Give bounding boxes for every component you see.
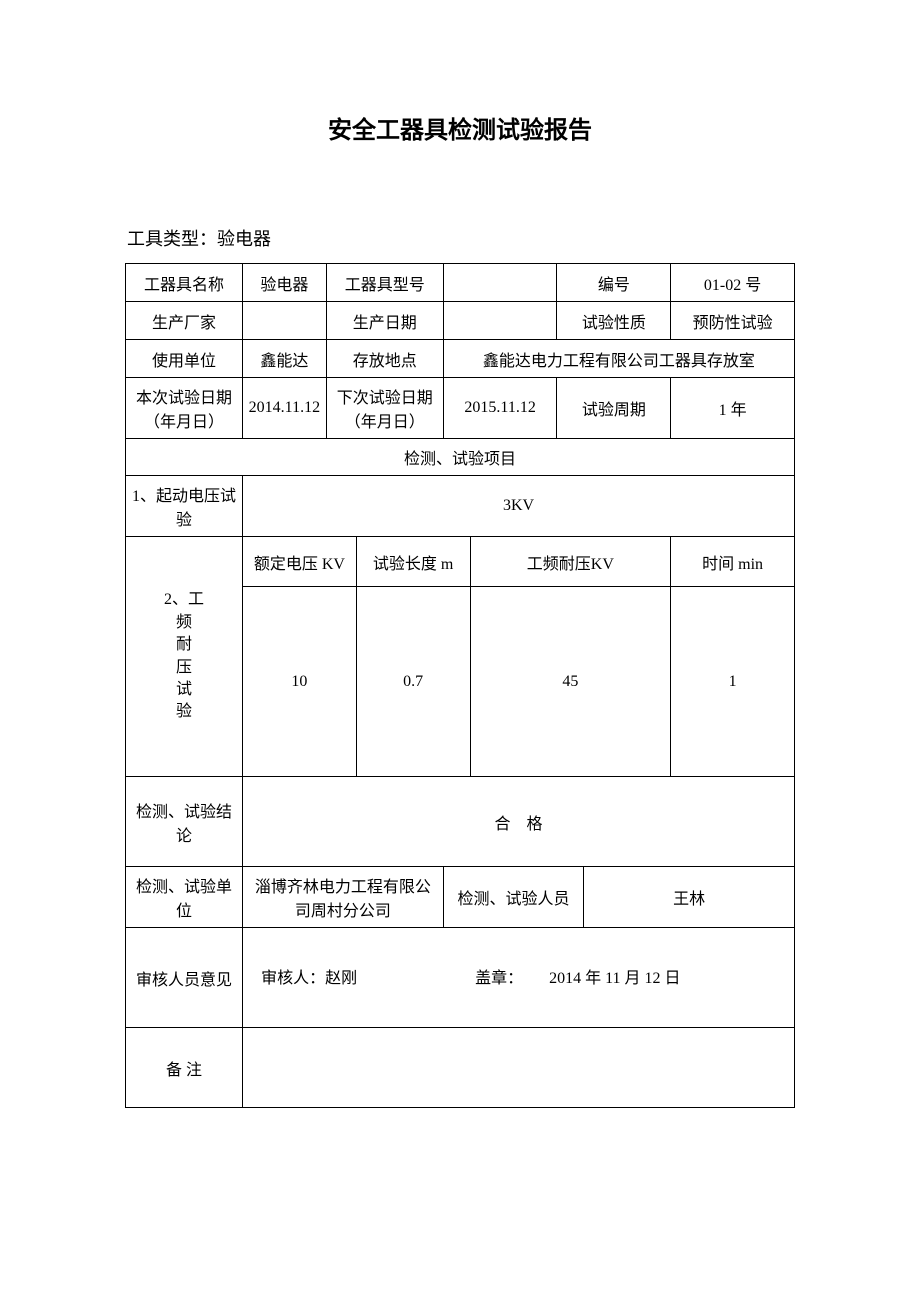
value-next-date: 2015.11.12 (443, 378, 557, 439)
value-test-person: 王林 (584, 867, 795, 928)
test2-header-col3: 工频耐压KV (470, 537, 671, 587)
value-tool-model (443, 264, 557, 302)
test2-header-col1: 额定电压 KV (243, 537, 357, 587)
report-title: 安全工器具检测试验报告 (125, 110, 795, 145)
label-tool-no: 编号 (557, 264, 671, 302)
value-user-unit: 鑫能达 (243, 340, 327, 378)
table-row: 检测、试验单位 淄博齐林电力工程有限公司周村分公司 检测、试验人员 王林 (126, 867, 795, 928)
tool-type-subtitle: 工具类型：验电器 (125, 225, 795, 251)
label-test-unit: 检测、试验单位 (126, 867, 243, 928)
value-cycle: 1 年 (671, 378, 795, 439)
test2-header-col2: 试验长度 m (356, 537, 470, 587)
table-row: 审核人员意见 审核人：赵刚 盖章： 2014 年 11 月 12 日 (126, 928, 795, 1028)
label-remarks: 备 注 (126, 1028, 243, 1108)
test2-header-col4: 时间 min (671, 537, 795, 587)
table-row: 工器具名称 验电器 工器具型号 编号 01-02 号 (126, 264, 795, 302)
value-tool-name: 验电器 (243, 264, 327, 302)
value-conclusion: 合 格 (243, 777, 795, 867)
reviewer-date: 2014 年 11 月 12 日 (549, 970, 680, 987)
label-reviewer: 审核人员意见 (126, 928, 243, 1028)
label-cycle: 试验周期 (557, 378, 671, 439)
table-row: 生产厂家 生产日期 试验性质 预防性试验 (126, 302, 795, 340)
seal-label: 盖章： (475, 970, 523, 987)
value-manufacturer (243, 302, 327, 340)
value-location: 鑫能达电力工程有限公司工器具存放室 (443, 340, 794, 378)
value-reviewer: 审核人：赵刚 盖章： 2014 年 11 月 12 日 (243, 928, 795, 1028)
reviewer-label-text: 审核人： (261, 970, 325, 987)
label-conclusion: 检测、试验结论 (126, 777, 243, 867)
value-prod-date (443, 302, 557, 340)
table-row: 检测、试验结论 合 格 (126, 777, 795, 867)
value-test-unit: 淄博齐林电力工程有限公司周村分公司 (243, 867, 444, 928)
test2-value-col1: 10 (243, 587, 357, 777)
label-test1: 1、起动电压试验 (126, 476, 243, 537)
table-row: 1、起动电压试验 3KV (126, 476, 795, 537)
label-test-nature: 试验性质 (557, 302, 671, 340)
label-test2: 2、工 频 耐 压 试 验 (126, 537, 243, 777)
value-tool-no: 01-02 号 (671, 264, 795, 302)
label-tool-name: 工器具名称 (126, 264, 243, 302)
value-test1: 3KV (243, 476, 795, 537)
label-prod-date: 生产日期 (326, 302, 443, 340)
value-this-date: 2014.11.12 (243, 378, 327, 439)
label-tool-model: 工器具型号 (326, 264, 443, 302)
test2-value-col2: 0.7 (356, 587, 470, 777)
value-test-nature: 预防性试验 (671, 302, 795, 340)
label-location: 存放地点 (326, 340, 443, 378)
section-header-test-items: 检测、试验项目 (126, 439, 795, 476)
label-manufacturer: 生产厂家 (126, 302, 243, 340)
label-test-person: 检测、试验人员 (443, 867, 583, 928)
table-row: 2、工 频 耐 压 试 验 额定电压 KV 试验长度 m 工频耐压KV 时间 m… (126, 537, 795, 587)
label-this-date: 本次试验日期（年月日） (126, 378, 243, 439)
table-row: 使用单位 鑫能达 存放地点 鑫能达电力工程有限公司工器具存放室 (126, 340, 795, 378)
table-row: 检测、试验项目 (126, 439, 795, 476)
value-remarks (243, 1028, 795, 1108)
test2-value-col4: 1 (671, 587, 795, 777)
reviewer-name: 赵刚 (325, 970, 357, 987)
report-table: 工器具名称 验电器 工器具型号 编号 01-02 号 生产厂家 生产日期 试验性… (125, 263, 795, 1108)
test2-value-col3: 45 (470, 587, 671, 777)
label-user-unit: 使用单位 (126, 340, 243, 378)
table-row: 本次试验日期（年月日） 2014.11.12 下次试验日期（年月日） 2015.… (126, 378, 795, 439)
table-row: 备 注 (126, 1028, 795, 1108)
label-next-date: 下次试验日期（年月日） (326, 378, 443, 439)
